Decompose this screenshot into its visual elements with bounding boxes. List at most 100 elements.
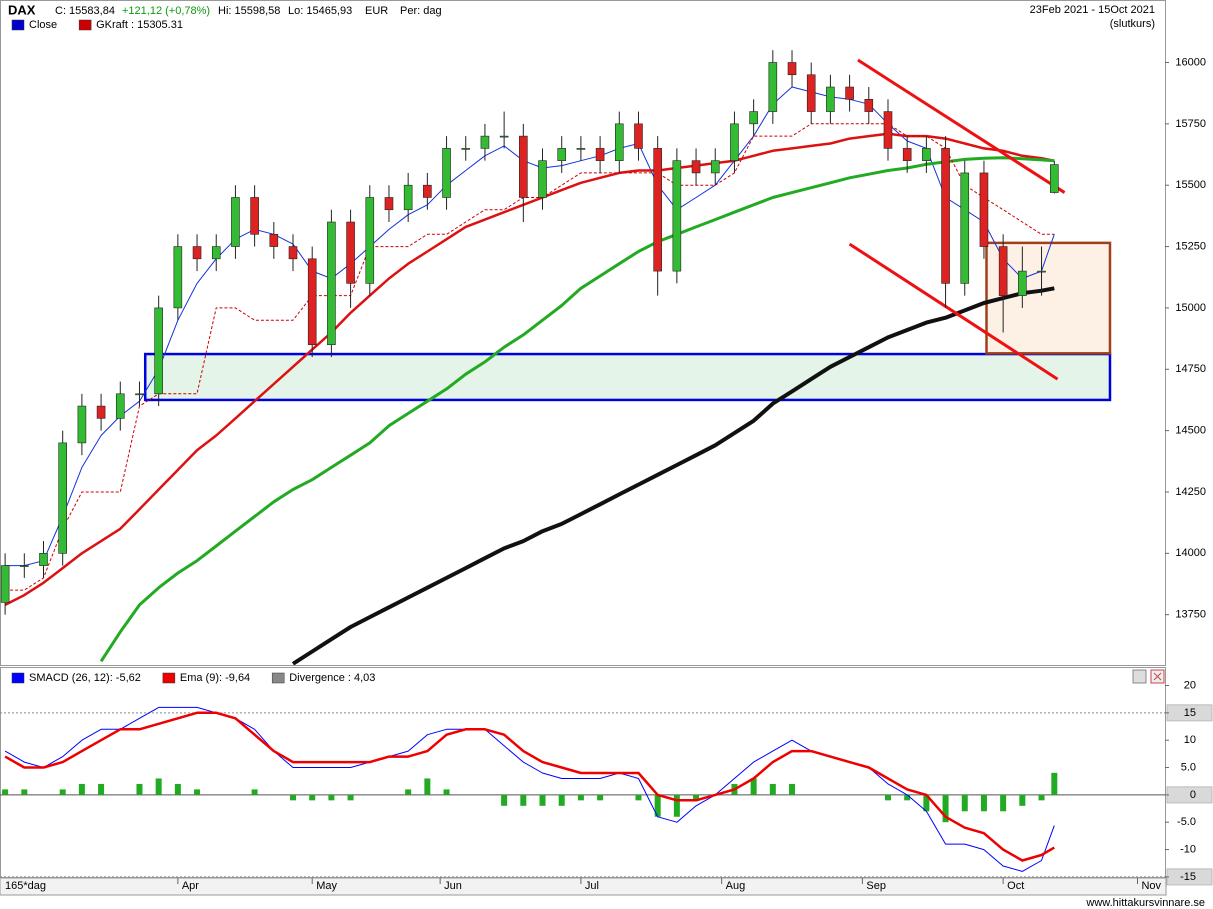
candle-body — [327, 221, 336, 346]
divergence-bar — [1051, 772, 1058, 795]
divergence-bar — [155, 778, 162, 795]
candle-body — [384, 197, 394, 211]
divergence-bar — [309, 794, 316, 801]
moving-average — [5, 123, 1055, 591]
candle-body — [557, 148, 567, 161]
y-tick-label: 14250 — [1175, 486, 1206, 498]
legend-swatch — [11, 672, 25, 684]
divergence-bar — [174, 783, 181, 795]
divergence-bar — [1019, 794, 1026, 806]
change-stat: +121,12 (+0,78%) — [122, 5, 210, 17]
y-tick-label: 15000 — [1175, 302, 1206, 314]
divergence-bar — [347, 794, 354, 801]
price-note: (slutkurs) — [1110, 18, 1155, 30]
candle-body — [806, 74, 816, 112]
candle-body — [845, 86, 854, 100]
candle-body — [787, 62, 797, 76]
candle-body — [480, 135, 490, 149]
macd-line — [4, 711, 1055, 862]
divergence-bar — [539, 794, 546, 806]
zone-box — [143, 352, 1112, 402]
legend-swatch — [11, 19, 25, 31]
candle-body — [768, 62, 778, 112]
legend-label: Ema (9): -9,64 — [180, 672, 250, 684]
x-tick-label: Jun — [444, 880, 462, 892]
candle-body — [96, 405, 106, 419]
candle-body — [1018, 270, 1027, 296]
trend-line — [848, 242, 1059, 381]
y-tick-label: 14750 — [1175, 363, 1206, 375]
macd-line — [4, 706, 1055, 872]
divergence-bar — [980, 794, 987, 812]
candle-body — [730, 123, 739, 161]
candle-body — [288, 246, 298, 260]
candle-body — [307, 258, 317, 346]
divergence-bar — [136, 783, 143, 795]
candle-body — [826, 86, 835, 112]
candle-body — [614, 123, 624, 161]
divergence-bar — [904, 794, 911, 801]
candle-body — [58, 442, 67, 554]
settings-icon[interactable] — [1132, 669, 1147, 684]
divergence-bar — [961, 794, 968, 812]
divergence-bar — [673, 794, 680, 817]
candle-body — [154, 307, 163, 395]
divergence-bar — [328, 794, 335, 801]
candle-body — [864, 99, 874, 112]
currency: EUR — [365, 5, 388, 17]
y-tick-label: 15250 — [1175, 240, 1206, 252]
candle-body — [39, 553, 48, 566]
y-tick-label: 5.0 — [1181, 761, 1196, 773]
candle-body — [653, 148, 662, 272]
divergence-bar — [750, 778, 757, 795]
y-tick-label: 16000 — [1175, 56, 1206, 68]
candle-body — [941, 148, 950, 284]
divergence-bar — [501, 794, 508, 806]
legend-label: SMACD (26, 12): -5,62 — [29, 672, 141, 684]
candle-body — [1050, 164, 1059, 193]
x-tick-label: Oct — [1007, 880, 1024, 892]
candle-body — [115, 393, 125, 419]
high-stat: Hi: 15598,58 — [218, 5, 280, 17]
close-stat: C: 15583,84 — [55, 5, 115, 17]
candle-body — [442, 148, 451, 198]
candle-body — [403, 184, 413, 211]
y-tick-label: -5.0 — [1177, 816, 1196, 828]
divergence-bar — [21, 789, 28, 795]
y-tick-label: 14000 — [1175, 547, 1206, 559]
legend-swatch — [271, 672, 285, 684]
divergence-bar — [2, 789, 9, 795]
candle-body — [0, 565, 10, 603]
divergence-bar — [635, 794, 642, 801]
divergence-bar — [558, 794, 565, 806]
x-tick-label: Jul — [585, 880, 599, 892]
candle-body — [902, 148, 912, 161]
y-tick-label: 15 — [1184, 707, 1196, 719]
divergence-bar — [251, 789, 258, 795]
candle-body — [211, 246, 221, 260]
divergence-bar — [194, 789, 201, 795]
legend-label: GKraft : 15305.31 — [96, 19, 183, 31]
candle-body — [423, 184, 432, 198]
candle-body — [634, 123, 643, 149]
legend-swatch — [78, 19, 92, 31]
divergence-bar — [789, 783, 796, 795]
y-tick-label: 10 — [1184, 734, 1196, 746]
candle-body — [135, 393, 144, 396]
legend-label: Divergence : 4,03 — [289, 672, 375, 684]
y-tick-label: 20 — [1184, 679, 1196, 691]
candle-body — [691, 160, 701, 174]
divergence-bar — [290, 794, 297, 801]
price-panel-frame — [0, 0, 1166, 666]
y-tick-label: -15 — [1180, 871, 1196, 883]
x-tick-label: Nov — [1141, 880, 1161, 892]
candle-body — [1037, 270, 1046, 273]
candle-body — [998, 246, 1008, 296]
trend-line — [857, 58, 1066, 194]
low-stat: Lo: 15465,93 — [288, 5, 352, 17]
divergence-bar — [693, 794, 700, 801]
close-icon-cross — [1153, 672, 1162, 681]
divergence-bar — [577, 794, 584, 801]
